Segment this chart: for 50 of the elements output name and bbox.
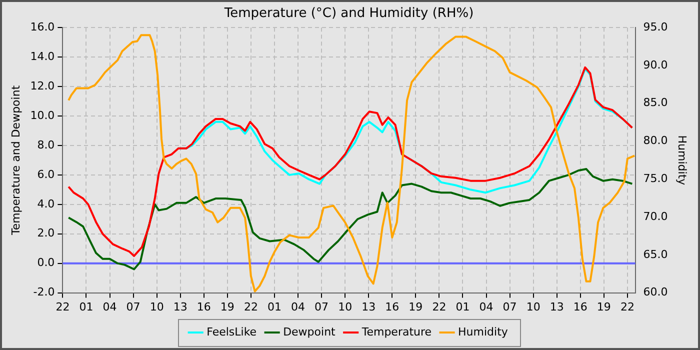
y2-tick-label: 70.0: [643, 210, 668, 223]
y2-tick-label: 65.0: [643, 248, 668, 261]
y-tick-label: 12.0: [30, 79, 55, 92]
x-tick-label: 04: [479, 300, 494, 314]
y-tick-label: -2.0: [33, 286, 55, 299]
legend-label: Dewpoint: [283, 325, 336, 338]
x-tick-label: 01: [267, 300, 282, 314]
legend-label: FeelsLike: [206, 325, 257, 338]
y-tick-label: 4.0: [37, 197, 55, 210]
chart-title: Temperature (°C) and Humidity (RH%): [223, 6, 474, 22]
x-tick-label: 22: [244, 300, 258, 314]
x-tick-label: 04: [291, 300, 306, 314]
legend-label: Humidity: [458, 325, 508, 338]
x-tick-label: 13: [362, 300, 376, 314]
x-tick-label: 13: [173, 300, 188, 314]
y-tick-label: 2.0: [37, 226, 55, 240]
y-tick-label: 10.0: [30, 108, 55, 122]
y2-tick-label: 85.0: [643, 96, 668, 110]
y2-tick-label: 90.0: [643, 58, 668, 72]
legend-label: Temperature: [360, 325, 432, 338]
x-tick-label: 01: [456, 300, 470, 314]
x-tick-label: 19: [408, 300, 423, 314]
x-tick-label: 01: [79, 300, 94, 314]
x-tick-label: 19: [596, 300, 611, 314]
x-tick-label: 22: [56, 300, 70, 314]
y-axis-title: Temperature and Dewpoint: [9, 84, 22, 236]
y-tick-label: 6.0: [37, 168, 55, 181]
x-tick-label: 16: [385, 300, 400, 314]
x-tick-label: 22: [432, 300, 446, 314]
y-tick-label: 0.0: [37, 256, 55, 270]
x-tick-label: 10: [338, 300, 352, 314]
x-tick-label: 22: [620, 300, 634, 314]
y-tick-label: 14.0: [30, 50, 55, 63]
y-tick-label: 8.0: [37, 138, 55, 152]
x-tick-label: 07: [126, 300, 140, 314]
x-tick-label: 04: [102, 300, 117, 314]
y2-axis-title: Humidity: [676, 135, 689, 186]
y2-tick-label: 95.0: [643, 20, 668, 34]
x-tick-label: 19: [220, 300, 234, 314]
y2-tick-label: 75.0: [643, 172, 668, 185]
x-tick-label: 07: [314, 300, 329, 314]
y2-tick-label: 60.0: [643, 286, 668, 299]
x-tick-label: 10: [526, 300, 540, 314]
y2-tick-label: 80.0: [643, 134, 668, 148]
x-tick-label: 13: [550, 300, 564, 314]
x-tick-label: 16: [573, 300, 588, 314]
x-tick-label: 07: [502, 300, 517, 314]
y-tick-label: 16.0: [30, 20, 55, 34]
x-tick-label: 16: [196, 300, 211, 314]
x-tick-label: 10: [150, 300, 164, 314]
